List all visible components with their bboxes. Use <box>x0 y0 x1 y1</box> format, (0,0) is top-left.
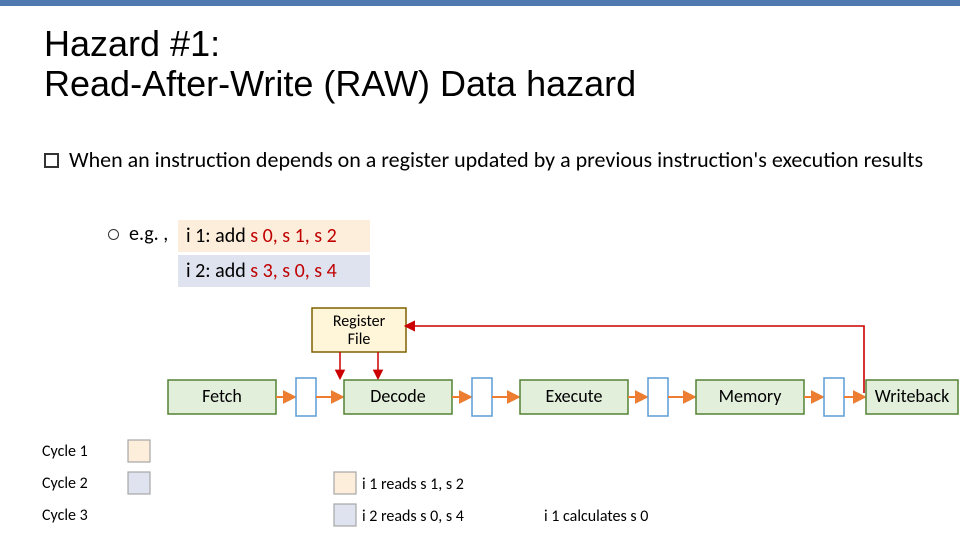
pipeline-latch-3 <box>824 378 844 416</box>
cycle-label-1: Cycle 2 <box>42 474 88 493</box>
stage-label-decode: Decode <box>370 385 425 407</box>
pipeline-latch-2 <box>648 378 668 416</box>
stage-label-writeback: Writeback <box>875 385 950 407</box>
cycle-token-0-0 <box>128 440 150 462</box>
cycle-token-2-0 <box>334 504 356 526</box>
cycle-event-2-0: i 2 reads s 0, s 4 <box>362 507 464 526</box>
pipeline-diagram: RegisterFile Fetch Decode Execute Memory Writ… <box>0 0 960 540</box>
stage-label-fetch: Fetch <box>202 385 242 407</box>
pipeline-latch-0 <box>296 378 316 416</box>
stage-label-memory: Memory <box>719 385 783 407</box>
register-file-label2: File <box>348 330 371 349</box>
cycle-label-2: Cycle 3 <box>42 506 88 525</box>
cycle-event-2-1: i 1 calculates s 0 <box>544 507 648 526</box>
register-file-label1: Register <box>333 312 386 331</box>
pipeline-latch-1 <box>472 378 492 416</box>
cycle-event-1-0: i 1 reads s 1, s 2 <box>362 475 464 494</box>
cycle-token-1-1 <box>334 472 356 494</box>
cycle-label-0: Cycle 1 <box>42 442 88 461</box>
cycle-token-1-0 <box>128 472 150 494</box>
stage-label-execute: Execute <box>546 385 603 407</box>
